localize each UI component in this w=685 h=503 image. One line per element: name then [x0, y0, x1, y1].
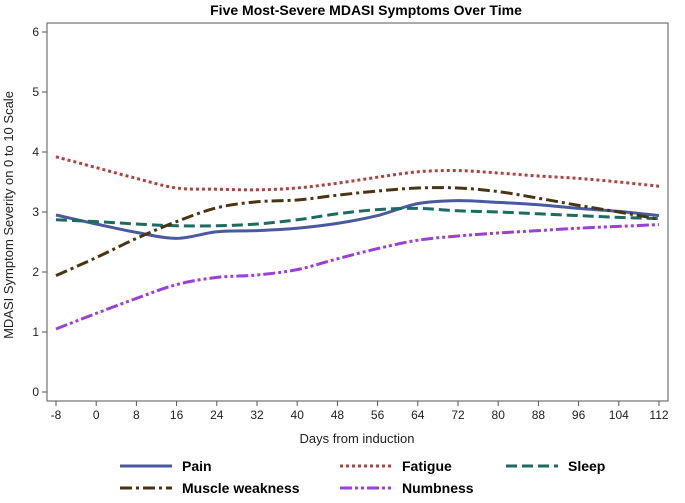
x-tick-label: 24	[210, 408, 224, 422]
y-tick-label: 0	[32, 385, 39, 399]
y-tick-label: 1	[32, 325, 39, 339]
x-tick-label: 112	[649, 408, 668, 422]
x-tick-label: 72	[451, 408, 465, 422]
y-tick-label: 5	[32, 85, 39, 99]
y-tick-label: 3	[32, 205, 39, 219]
legend-label-pain: Pain	[182, 458, 212, 474]
legend-label-fatigue: Fatigue	[402, 458, 452, 474]
legend-label-numbness: Numbness	[402, 480, 474, 496]
legend-label-muscle-weakness: Muscle weakness	[182, 480, 300, 496]
x-tick-label: 56	[371, 408, 385, 422]
plot-frame	[46, 22, 669, 402]
legend-label-sleep: Sleep	[568, 458, 605, 474]
series-line-numbness	[55, 223, 660, 331]
chart-title: Five Most-Severe MDASI Symptoms Over Tim…	[210, 2, 522, 18]
y-axis-label: MDASI Symptom Severity on 0 to 10 Scale	[1, 91, 16, 339]
series-line-fatigue	[55, 155, 660, 192]
series-line-muscle-weakness	[55, 186, 660, 277]
x-tick-label: 40	[291, 408, 305, 422]
y-tick-label: 2	[32, 265, 39, 279]
x-tick-label: 8	[133, 408, 140, 422]
series-line-sleep	[55, 206, 660, 228]
x-tick-label: 16	[170, 408, 184, 422]
y-tick-label: 4	[32, 145, 39, 159]
x-tick-label: 80	[492, 408, 506, 422]
x-axis: -8 0 8 16 24 32 40 48 56 64 72 80 88 96 104 112	[51, 401, 669, 422]
x-tick-label: 104	[609, 408, 629, 422]
series-line-pain	[55, 199, 660, 240]
x-axis-label: Days from induction	[300, 431, 415, 446]
y-axis: 0 1 2 3 4 5 6	[32, 25, 47, 399]
x-tick-label: -8	[51, 408, 62, 422]
x-tick-label: 88	[532, 408, 546, 422]
series-lines	[55, 155, 660, 331]
x-tick-label: 0	[93, 408, 100, 422]
legend: Pain Fatigue Sleep Muscle weakness Numbness	[120, 458, 605, 496]
x-tick-label: 32	[250, 408, 264, 422]
y-tick-label: 6	[32, 25, 39, 39]
x-tick-label: 48	[331, 408, 345, 422]
x-tick-label: 96	[572, 408, 586, 422]
x-tick-label: 64	[411, 408, 425, 422]
